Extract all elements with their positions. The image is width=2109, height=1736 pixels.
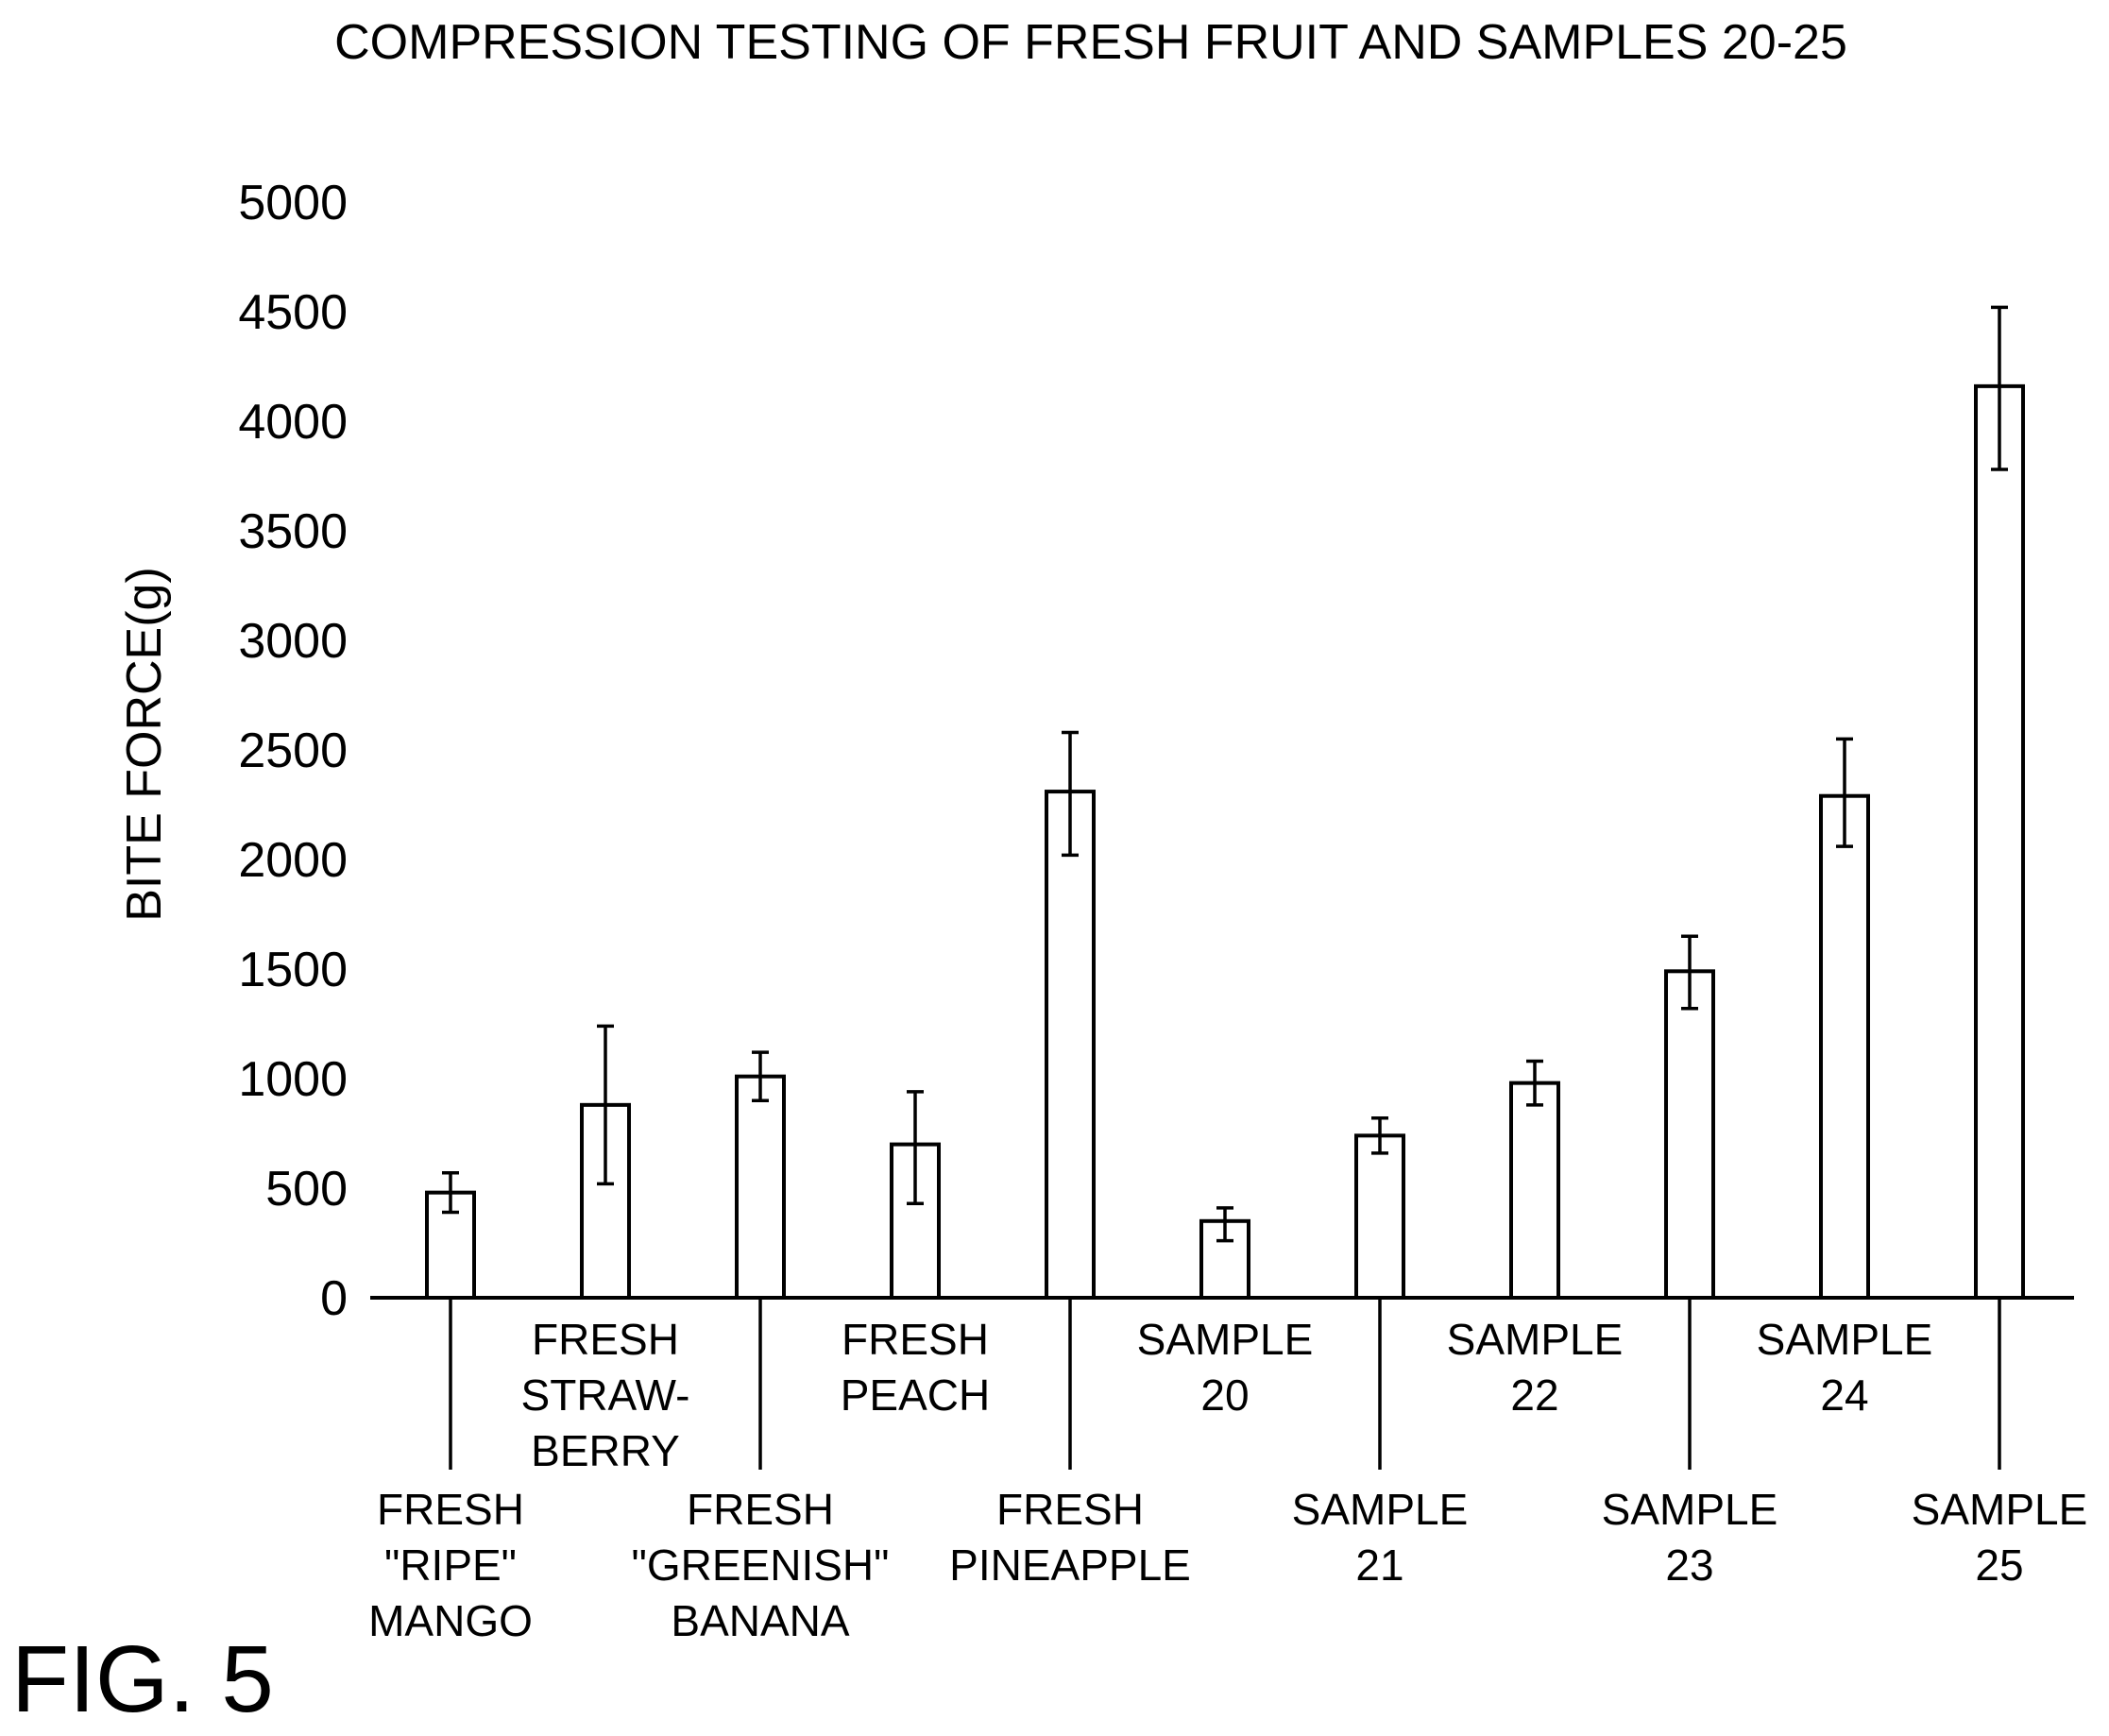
error-bar	[1991, 305, 2008, 471]
bar	[1199, 1218, 1250, 1301]
x-tick-label: SAMPLE 21	[1292, 1298, 1469, 1590]
x-tick-label: FRESH "RIPE" MANGO	[368, 1298, 533, 1645]
bar	[1509, 1081, 1560, 1301]
bar	[1974, 383, 2025, 1300]
bar	[1819, 793, 1870, 1300]
x-tick-label: SAMPLE 24	[1757, 1315, 1933, 1420]
y-tick-label: 5000	[238, 176, 348, 230]
y-tick-label: 4000	[238, 395, 348, 450]
error-bar	[1371, 1116, 1388, 1155]
svg-text:FRESH"GREENISH"BANANA: FRESH "GREENISH" BANANA	[632, 1485, 890, 1645]
error-bar	[907, 1090, 924, 1205]
y-tick-label: 500	[265, 1162, 348, 1217]
error-bar	[1836, 737, 1853, 848]
y-tick-label: 3000	[238, 614, 348, 669]
x-tick-label: SAMPLE 25	[1912, 1298, 2088, 1590]
error-bar	[597, 1024, 614, 1186]
x-tick-label: FRESH PEACH	[841, 1315, 990, 1420]
error-bars	[442, 305, 2008, 1243]
error-bar	[1062, 730, 1079, 858]
x-tick-label: SAMPLE 22	[1447, 1315, 1624, 1420]
bar	[1045, 790, 1096, 1300]
svg-text:FRESH"RIPE"MANGO: FRESH "RIPE" MANGO	[368, 1485, 533, 1645]
x-tick-label: SAMPLE 23	[1602, 1298, 1778, 1590]
y-tick-label: 4500	[238, 285, 348, 340]
y-axis-label: BITE FORCE(g)	[117, 567, 172, 922]
x-tick-label: SAMPLE 20	[1137, 1315, 1314, 1420]
y-axis-ticks: 0 500 1000 1500 2000 2500 3000 3500 4000 4500 5000	[238, 176, 348, 1326]
bar	[735, 1074, 786, 1301]
error-bar	[1681, 934, 1698, 1011]
error-bar	[752, 1050, 769, 1102]
figure-label: FIG. 5	[11, 1626, 274, 1732]
error-bar	[1526, 1059, 1543, 1107]
x-tick-label: FRESH PINEAPPLE	[949, 1298, 1191, 1590]
y-tick-label: 3500	[238, 504, 348, 559]
chart-title: COMPRESSION TESTING OF FRESH FRUIT AND S…	[334, 15, 1847, 70]
y-tick-label: 2500	[238, 723, 348, 778]
bar	[1664, 969, 1715, 1300]
error-bar	[442, 1171, 459, 1215]
y-tick-label: 1000	[238, 1052, 348, 1107]
x-tick-label: FRESH STRAW-BERRY	[521, 1315, 690, 1475]
bar	[1354, 1133, 1405, 1300]
error-bar	[1216, 1206, 1233, 1243]
bars	[425, 383, 2025, 1301]
y-tick-label: 0	[320, 1271, 348, 1326]
y-tick-label: 1500	[238, 943, 348, 997]
y-tick-label: 2000	[238, 833, 348, 888]
x-tick-label: FRESH "GREENISH" BANANA	[632, 1298, 890, 1645]
